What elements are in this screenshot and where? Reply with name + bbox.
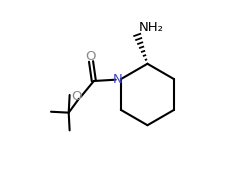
Text: N: N — [112, 73, 122, 86]
Text: O: O — [85, 50, 95, 63]
Text: NH₂: NH₂ — [138, 21, 163, 34]
Text: O: O — [71, 90, 81, 103]
